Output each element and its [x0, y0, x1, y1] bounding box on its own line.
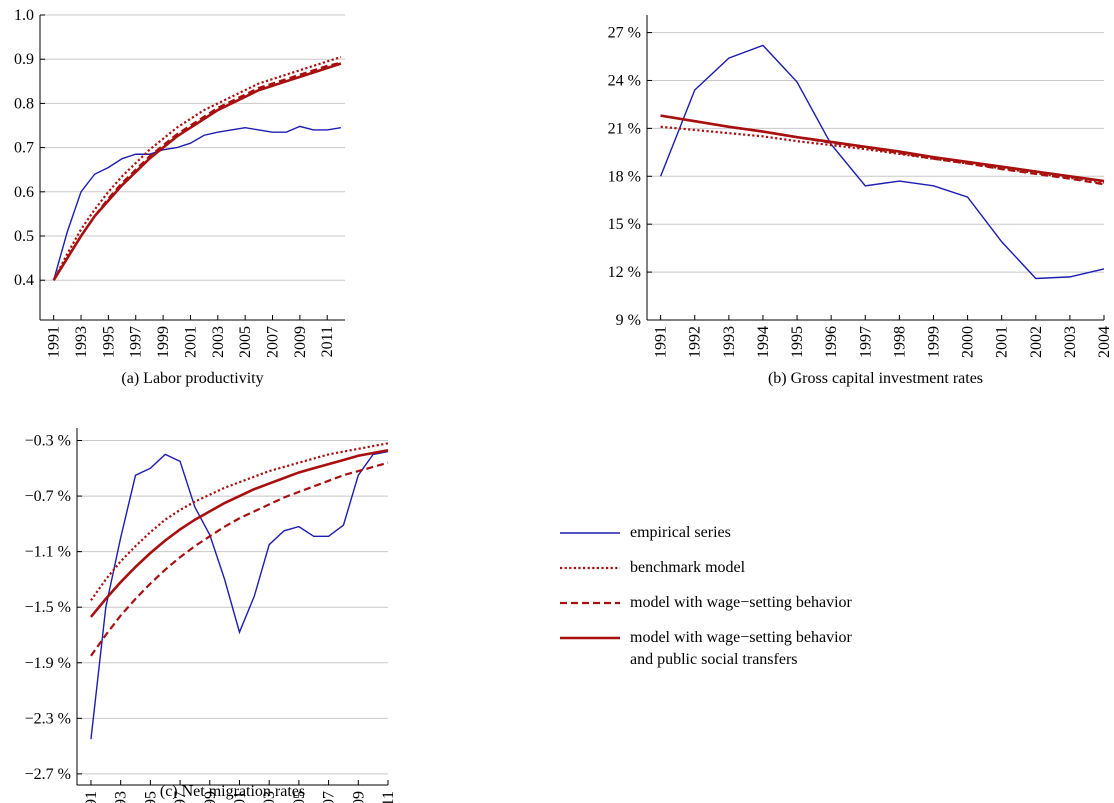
legend-entry: benchmark model [560, 557, 870, 579]
y-tick-label: 0.4 [14, 272, 34, 289]
y-tick-label: 15 % [608, 216, 641, 233]
x-tick-label: 1995 [789, 326, 806, 358]
series-line [89, 448, 389, 618]
x-tick-label: 2004 [1096, 326, 1113, 358]
x-tick-label: 1999 [155, 326, 172, 358]
x-tick-label: 1991 [46, 326, 63, 358]
series-line [90, 461, 389, 657]
x-tick-label: 2002 [1028, 326, 1045, 358]
x-tick-label: 2011 [380, 791, 397, 803]
x-tick-label: 2005 [237, 326, 254, 358]
x-tick-label: 1993 [721, 326, 738, 358]
x-tick-label: 2003 [210, 326, 227, 358]
y-tick-label: −0.3 % [25, 433, 71, 450]
x-tick-label: 1991 [83, 791, 100, 803]
legend-label: benchmark model [630, 559, 746, 576]
x-tick-label: 2005 [291, 791, 308, 803]
x-tick-label: 1991 [653, 326, 670, 358]
y-tick-label: 24 % [608, 72, 641, 89]
chart-caption: (b) Gross capital investment rates [768, 370, 983, 387]
x-tick-label: 1994 [755, 326, 772, 358]
x-tick-label: 2003 [261, 791, 278, 803]
x-tick-label: 1993 [73, 326, 90, 358]
x-tick-label: 2003 [1062, 326, 1079, 358]
x-tick-label: 2001 [994, 326, 1011, 358]
series-line [52, 61, 342, 281]
legend-entry: empirical series [560, 522, 870, 544]
legend-swatch [560, 532, 620, 534]
y-tick-label: 0.5 [14, 228, 34, 245]
y-tick-label: 0.7 [14, 140, 34, 157]
legend-entry: model with wage−setting behavior [560, 592, 870, 614]
y-tick-label: 21 % [608, 120, 641, 137]
x-tick-label: 1995 [142, 791, 159, 803]
x-tick-label: 1999 [202, 791, 219, 803]
legend-label: model with wage−setting behavior [630, 594, 852, 611]
x-tick-label: 2007 [265, 326, 282, 358]
series-line [659, 44, 1105, 280]
y-tick-label: −1.9 % [25, 655, 71, 672]
legend-swatch [560, 636, 620, 640]
series-line [52, 62, 342, 281]
y-tick-label: 27 % [608, 25, 641, 42]
y-tick-label: −2.3 % [25, 710, 71, 727]
y-tick-label: 0.6 [14, 184, 34, 201]
y-tick-label: −1.1 % [25, 544, 71, 561]
y-tick-label: 12 % [608, 264, 641, 281]
x-tick-label: 1995 [100, 326, 117, 358]
y-tick-label: −2.7 % [25, 766, 71, 783]
x-tick-label: 2000 [960, 326, 977, 358]
y-tick-label: −1.5 % [25, 599, 71, 616]
x-tick-label: 1997 [172, 791, 189, 803]
x-tick-label: 2009 [292, 326, 309, 358]
x-tick-label: 1998 [891, 326, 908, 358]
legend: empirical series benchmark model model wit… [560, 522, 870, 684]
y-tick-label: 0.8 [14, 95, 34, 112]
x-tick-label: 1997 [128, 326, 145, 358]
series-line [90, 450, 389, 740]
series-line [53, 125, 342, 281]
x-tick-label: 2009 [350, 791, 367, 803]
subplot: −2.7 % −2.3 % −1.9 % −1.5 % −1.1 % −0.7 % −0.3… [25, 428, 397, 803]
x-tick-label: 2001 [231, 791, 248, 803]
x-tick-label: 2001 [182, 326, 199, 358]
x-tick-label: 2011 [319, 326, 336, 357]
chart-caption: (c) Net migration rates [160, 783, 305, 800]
series-line [52, 55, 342, 281]
series-line [660, 114, 1105, 183]
series-line [90, 442, 389, 601]
y-tick-label: 18 % [608, 168, 641, 185]
y-tick-label: 9 % [616, 312, 641, 329]
subplot: 9 % 12 % 15 % 18 % 21 % 24 % 27 % 1991 1992 1993 1… [608, 15, 1113, 387]
x-tick-label: 1992 [687, 326, 704, 358]
legend-swatch [560, 566, 620, 570]
x-tick-label: 1999 [925, 326, 942, 358]
x-tick-label: 1997 [857, 326, 874, 358]
y-tick-label: −0.7 % [25, 488, 71, 505]
series-line [660, 125, 1105, 184]
legend-entry: model with wage−setting behavior and pub… [560, 627, 870, 671]
legend-swatch [560, 601, 620, 605]
x-tick-label: 1996 [823, 326, 840, 358]
legend-label: empirical series [630, 524, 731, 541]
legend-label: model with wage−setting behavior and pub… [630, 629, 852, 668]
y-tick-label: 0.9 [14, 51, 34, 68]
x-tick-label: 1993 [113, 791, 130, 803]
subplot: 0.4 0.5 0.6 0.7 0.8 0.9 1.0 1991 1993 1995 1997 199… [14, 7, 345, 387]
x-tick-label: 2007 [321, 791, 338, 803]
y-tick-label: 1.0 [14, 7, 34, 24]
chart-caption: (a) Labor productivity [121, 370, 263, 387]
